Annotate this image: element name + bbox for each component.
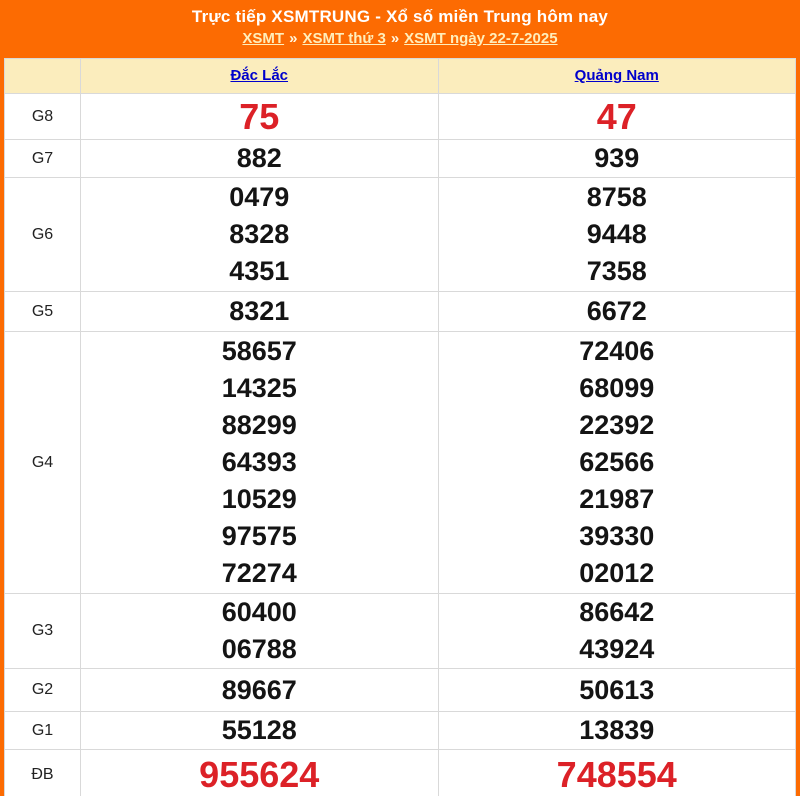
- prize-values-cell: 89667: [80, 668, 439, 712]
- prize-label-g1: G1: [4, 711, 81, 750]
- prize-number: 97575: [221, 521, 297, 551]
- prize-label-g7: G7: [4, 139, 81, 178]
- breadcrumb-separator: »: [390, 30, 400, 47]
- prize-number: 55128: [221, 715, 297, 745]
- province-link-quang-nam[interactable]: Quảng Nam: [574, 67, 659, 84]
- prize-row-g2: G2 89667 50613: [4, 668, 796, 712]
- prize-number: 939: [594, 143, 640, 173]
- breadcrumb-link[interactable]: XSMT thứ 3: [302, 30, 386, 47]
- prize-number: 7358: [586, 256, 647, 286]
- prize-number: 955624: [199, 754, 320, 795]
- prize-label-g5: G5: [4, 291, 81, 332]
- prize-values-cell: 13839: [437, 711, 796, 750]
- prize-row-g5: G5 8321 6672: [4, 291, 796, 332]
- results-table-wrap: Đắc Lắc Quảng Nam G8 75 47 G7 882 939 G6 0479 83…: [0, 58, 800, 796]
- column-header-quang-nam: Quảng Nam: [437, 58, 796, 94]
- prize-number: 8758: [586, 182, 647, 212]
- prize-values-cell: 748554: [437, 749, 796, 796]
- prize-number: 62566: [579, 447, 655, 477]
- prize-number: 72406: [579, 336, 655, 366]
- corner-cell: [4, 58, 81, 94]
- prize-values-cell: 50613: [437, 668, 796, 712]
- breadcrumb: XSMT» XSMT thứ 3» XSMT ngày 22-7-2025: [0, 30, 800, 47]
- prize-number: 50613: [579, 674, 655, 705]
- prize-label-g2: G2: [4, 668, 81, 712]
- prize-label-g6: G6: [4, 177, 81, 292]
- prize-number: 89667: [221, 674, 297, 705]
- prize-number: 8321: [229, 296, 290, 326]
- prize-label-g4: G4: [4, 331, 81, 594]
- prize-number: 58657: [221, 336, 297, 366]
- results-table: Đắc Lắc Quảng Nam G8 75 47 G7 882 939 G6 0479 83…: [4, 58, 796, 796]
- prize-row-g4: G4 58657 14325 88299 64393 10529 97575 72274 724…: [4, 331, 796, 594]
- prize-values-cell: 47: [437, 93, 796, 140]
- prize-row-g8: G8 75 47: [4, 93, 796, 140]
- prize-number: 14325: [221, 373, 297, 403]
- prize-number: 68099: [579, 373, 655, 403]
- prize-number: 60400: [221, 597, 297, 627]
- prize-number: 22392: [579, 410, 655, 440]
- prize-row-db: ĐB 955624 748554: [4, 749, 796, 796]
- page-header: Trực tiếp XSMTRUNG - Xổ số miền Trung hô…: [0, 0, 800, 58]
- prize-values-cell: 939: [437, 139, 796, 178]
- breadcrumb-link[interactable]: XSMT ngày 22-7-2025: [404, 30, 558, 47]
- breadcrumb-link[interactable]: XSMT: [242, 30, 285, 47]
- prize-values-cell: 6672: [437, 291, 796, 332]
- prize-number: 882: [236, 143, 282, 173]
- prize-label-g3: G3: [4, 593, 81, 669]
- prize-values-cell: 955624: [80, 749, 439, 796]
- prize-number: 43924: [579, 634, 655, 664]
- column-header-row: Đắc Lắc Quảng Nam: [4, 58, 796, 94]
- prize-number: 39330: [579, 521, 655, 551]
- prize-values-cell: 55128: [80, 711, 439, 750]
- prize-values-cell: 8321: [80, 291, 439, 332]
- breadcrumb-separator: »: [289, 30, 298, 47]
- prize-values-cell: 0479 8328 4351: [80, 177, 439, 292]
- prize-values-cell: 72406 68099 22392 62566 21987 39330 02012: [437, 331, 796, 594]
- prize-number: 21987: [579, 484, 655, 514]
- prize-label-db: ĐB: [4, 749, 81, 796]
- prize-number: 47: [596, 95, 637, 137]
- prize-values-cell: 8758 9448 7358: [437, 177, 796, 292]
- prize-number: 8328: [229, 219, 290, 249]
- prize-number: 9448: [586, 219, 647, 249]
- prize-row-g3: G3 60400 06788 86642 43924: [4, 593, 796, 669]
- prize-values-cell: 75: [80, 93, 439, 140]
- prize-row-g1: G1 55128 13839: [4, 711, 796, 750]
- prize-values-cell: 86642 43924: [437, 593, 796, 669]
- province-link-dac-lac[interactable]: Đắc Lắc: [230, 67, 289, 84]
- prize-number: 13839: [579, 715, 655, 745]
- prize-number: 02012: [579, 558, 655, 588]
- page-title: Trực tiếp XSMTRUNG - Xổ số miền Trung hô…: [191, 7, 609, 26]
- prize-number: 0479: [229, 182, 290, 212]
- prize-row-g7: G7 882 939: [4, 139, 796, 178]
- prize-values-cell: 58657 14325 88299 64393 10529 97575 72274: [80, 331, 439, 594]
- prize-number: 86642: [579, 597, 655, 627]
- prize-number: 4351: [229, 256, 290, 286]
- prize-values-cell: 882: [80, 139, 439, 178]
- prize-number: 06788: [221, 634, 297, 664]
- prize-label-g8: G8: [4, 93, 81, 140]
- column-header-dac-lac: Đắc Lắc: [80, 58, 439, 94]
- prize-row-g6: G6 0479 8328 4351 8758 9448 7358: [4, 177, 796, 292]
- prize-number: 75: [239, 95, 280, 137]
- prize-number: 6672: [586, 296, 647, 326]
- prize-number: 72274: [221, 558, 297, 588]
- prize-number: 64393: [221, 447, 297, 477]
- prize-number: 88299: [221, 410, 297, 440]
- prize-number: 748554: [556, 754, 677, 795]
- prize-values-cell: 60400 06788: [80, 593, 439, 669]
- prize-number: 10529: [221, 484, 297, 514]
